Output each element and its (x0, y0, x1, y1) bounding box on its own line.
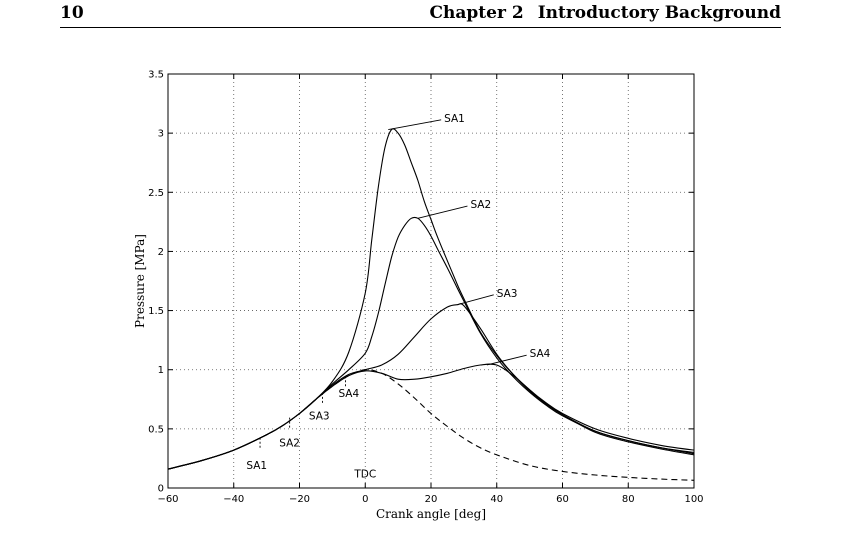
curve-label: SA1 (444, 113, 465, 125)
y-tick-label: 2 (158, 247, 164, 258)
spark-timing-label: SA4 (338, 388, 359, 400)
annotation-leader (457, 294, 494, 306)
x-axis-label: Crank angle [deg] (376, 507, 486, 521)
page-header: 10 Chapter 2 Introductory Background (60, 3, 781, 27)
x-tick-label: −40 (223, 494, 244, 505)
header-rule (60, 27, 781, 28)
y-tick-label: 1 (158, 365, 164, 376)
ticks: −60 −40 −20 0 20 40 60 80 100 0 0.5 1 1.5 2 2.5 3 3.5 (148, 70, 703, 506)
x-tick-label: 20 (425, 494, 438, 505)
annotations: SA1 SA2 SA3 SA4 SA1 SA2 SA3 SA4 TDC (246, 113, 550, 481)
y-tick-label: 0 (158, 484, 164, 495)
series-line-sa2 (167, 216, 695, 470)
annotation-leader (388, 119, 442, 131)
y-tick-label: 1.5 (148, 306, 164, 317)
series-group (167, 128, 695, 481)
chapter-label: Chapter 2 (429, 3, 524, 23)
y-tick-label: 0.5 (148, 424, 164, 435)
motored-pressure-line (167, 369, 695, 481)
spark-timing-label: SA3 (309, 410, 330, 422)
x-tick-label: 40 (490, 494, 503, 505)
x-tick-label: 0 (362, 494, 368, 505)
annotation-leader (486, 354, 527, 366)
x-tick-label: −20 (289, 494, 310, 505)
grid (168, 74, 694, 488)
y-tick-label: 3 (158, 129, 164, 140)
chapter-title: Introductory Background (537, 3, 781, 23)
plot-frame (167, 73, 695, 489)
spark-timing-label: SA1 (246, 460, 267, 472)
chapter-heading: Chapter 2 Introductory Background (416, 3, 781, 23)
series-line-sa4 (167, 363, 695, 470)
tdc-label: TDC (353, 468, 376, 480)
y-tick-label: 3.5 (148, 70, 164, 81)
x-tick-label: 80 (622, 494, 635, 505)
x-tick-label: −60 (157, 494, 178, 505)
annotation-leader (417, 205, 468, 219)
y-tick-label: 2.5 (148, 188, 164, 199)
x-tick-label: 100 (684, 494, 703, 505)
page-number: 10 (60, 3, 84, 23)
curve-label: SA3 (497, 288, 518, 300)
curve-label: SA2 (470, 199, 491, 211)
curve-label: SA4 (530, 348, 551, 360)
x-tick-label: 60 (556, 494, 569, 505)
spark-timing-label: SA2 (279, 438, 300, 450)
y-axis-label: Pressure [MPa] (133, 234, 147, 328)
